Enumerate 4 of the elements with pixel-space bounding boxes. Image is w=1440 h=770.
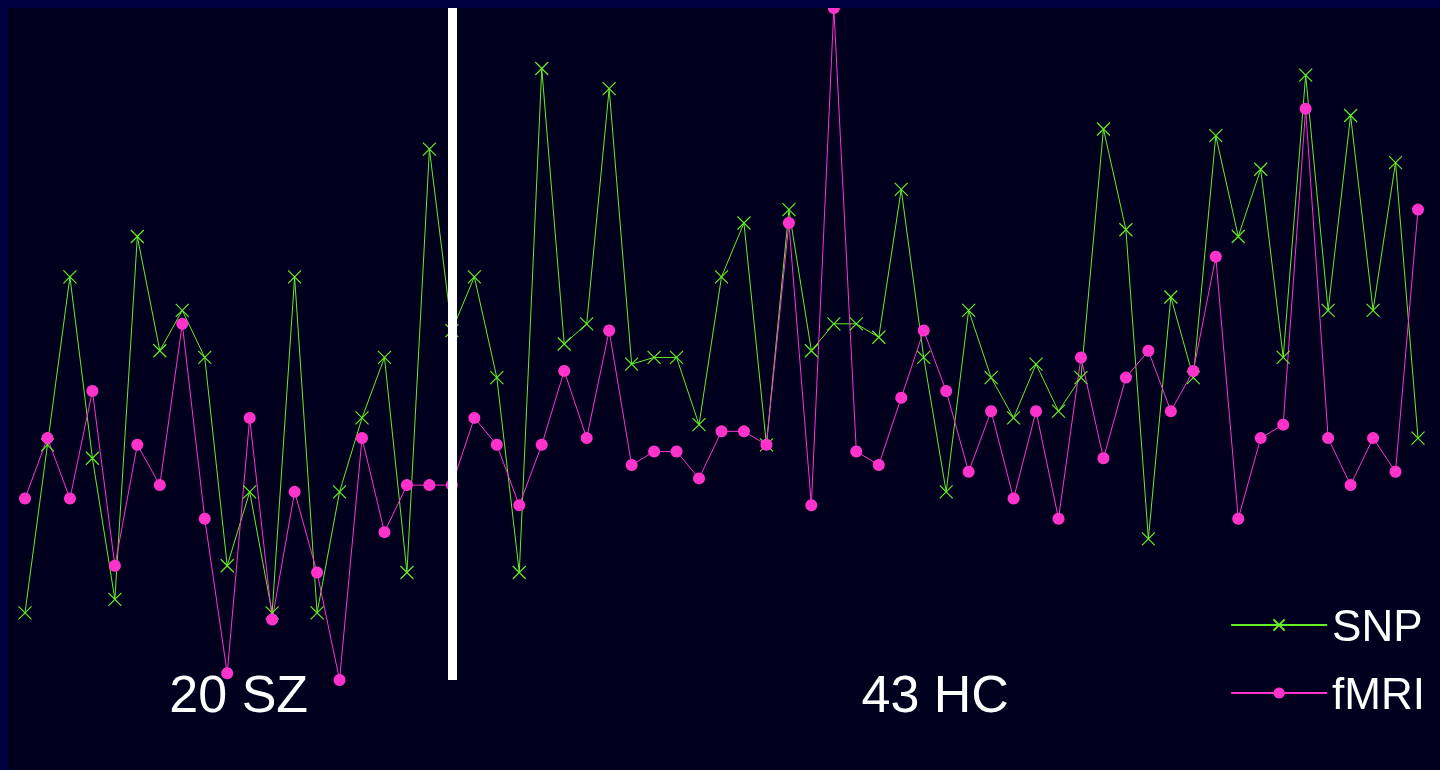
annotation: 20 SZ [169, 665, 309, 723]
legend-label: SNP [1332, 600, 1423, 650]
legend-label: fMRI [1332, 668, 1426, 718]
annotation: 43 HC [861, 665, 1009, 723]
